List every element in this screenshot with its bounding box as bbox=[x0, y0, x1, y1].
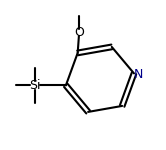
Text: O: O bbox=[74, 26, 84, 39]
Text: N: N bbox=[133, 68, 143, 81]
Text: Si: Si bbox=[29, 79, 41, 92]
